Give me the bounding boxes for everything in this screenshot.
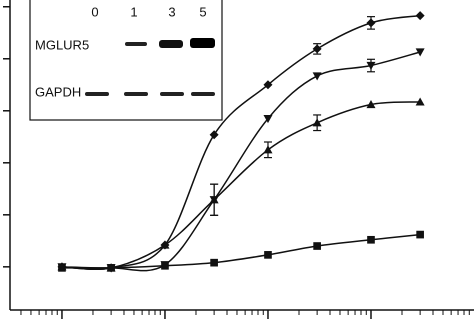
data-point (58, 264, 66, 272)
data-point (367, 235, 375, 244)
data-point (210, 258, 218, 267)
blot-band (125, 42, 147, 46)
row-label: GAPDH (35, 84, 81, 99)
data-point (366, 18, 376, 28)
data-point (366, 61, 376, 71)
lane-label: 0 (91, 4, 98, 19)
data-point (415, 97, 425, 106)
blot-band (124, 92, 148, 96)
data-point (416, 230, 424, 239)
fit-curve (61, 233, 421, 269)
data-point (312, 44, 322, 54)
data-point (415, 11, 425, 21)
data-point (160, 240, 170, 249)
fit-curve (61, 51, 421, 272)
lane-label: 3 (168, 4, 175, 19)
data-point (366, 100, 376, 109)
blot-band (159, 40, 183, 48)
blot-band (191, 92, 215, 96)
data-point (312, 72, 322, 81)
lane-label: 1 (130, 4, 137, 19)
data-point (264, 251, 272, 259)
data-point (415, 48, 425, 57)
data-point (313, 242, 321, 250)
fit-curve (61, 101, 421, 271)
data-point (209, 130, 219, 140)
data-point (107, 264, 115, 272)
data-point (263, 145, 273, 154)
data-point (263, 114, 273, 124)
blot-band (190, 38, 215, 48)
data-point (161, 261, 169, 270)
blot-band (85, 92, 109, 96)
data-point (312, 118, 322, 127)
inset-blot: 0 1 3 5 MGLUR5 GAPDH (29, 0, 223, 121)
data-point (263, 80, 273, 90)
fit-curve (61, 14, 421, 271)
data-point (209, 195, 219, 204)
inset-frame (29, 0, 223, 121)
blot-band (160, 92, 184, 96)
row-label: MGLUR5 (35, 37, 89, 52)
lane-label: 5 (199, 4, 206, 19)
